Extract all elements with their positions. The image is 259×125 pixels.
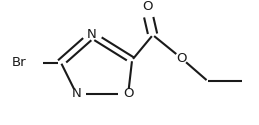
Text: O: O	[123, 87, 133, 100]
Text: N: N	[87, 28, 97, 42]
Text: O: O	[142, 0, 153, 13]
Text: N: N	[71, 87, 81, 100]
Text: Br: Br	[12, 56, 27, 69]
Text: O: O	[176, 52, 186, 65]
